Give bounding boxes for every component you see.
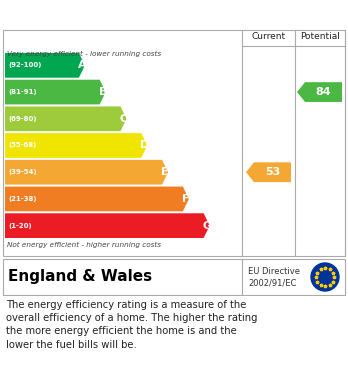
Text: (92-100): (92-100) <box>8 62 41 68</box>
Polygon shape <box>5 133 147 158</box>
Text: Potential: Potential <box>300 32 340 41</box>
Text: A: A <box>78 60 86 70</box>
Polygon shape <box>5 53 85 78</box>
Polygon shape <box>5 187 189 211</box>
Text: (39-54): (39-54) <box>8 169 37 175</box>
Text: England & Wales: England & Wales <box>8 269 152 285</box>
Polygon shape <box>5 213 209 238</box>
Text: 53: 53 <box>265 167 280 177</box>
Polygon shape <box>297 82 342 102</box>
Text: (55-68): (55-68) <box>8 142 36 149</box>
Text: EU Directive: EU Directive <box>248 267 300 276</box>
Text: Not energy efficient - higher running costs: Not energy efficient - higher running co… <box>7 242 161 248</box>
Polygon shape <box>5 160 168 185</box>
Text: D: D <box>140 140 149 151</box>
Text: (1-20): (1-20) <box>8 222 32 229</box>
Polygon shape <box>246 162 291 182</box>
Circle shape <box>311 263 339 291</box>
Text: Very energy efficient - lower running costs: Very energy efficient - lower running co… <box>7 51 161 57</box>
Text: E: E <box>161 167 169 177</box>
Text: 2002/91/EC: 2002/91/EC <box>248 278 296 287</box>
Text: (21-38): (21-38) <box>8 196 37 202</box>
Text: Energy Efficiency Rating: Energy Efficiency Rating <box>8 7 199 21</box>
Text: 84: 84 <box>316 87 331 97</box>
Text: G: G <box>202 221 211 231</box>
Text: B: B <box>98 87 107 97</box>
Text: F: F <box>182 194 190 204</box>
Text: C: C <box>119 114 128 124</box>
Polygon shape <box>5 80 106 104</box>
Text: (69-80): (69-80) <box>8 116 37 122</box>
Text: Current: Current <box>252 32 286 41</box>
Text: (81-91): (81-91) <box>8 89 37 95</box>
Text: The energy efficiency rating is a measure of the
overall efficiency of a home. T: The energy efficiency rating is a measur… <box>6 300 258 350</box>
Polygon shape <box>5 106 127 131</box>
